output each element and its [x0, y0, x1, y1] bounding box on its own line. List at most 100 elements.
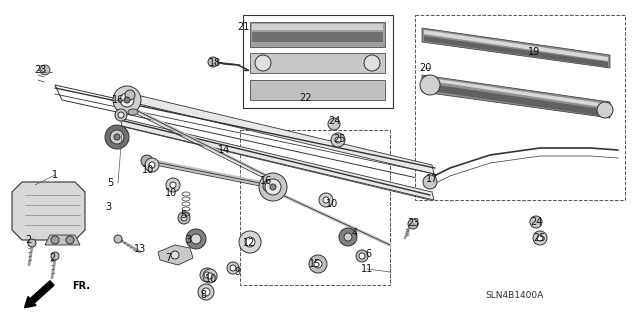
Circle shape [597, 102, 613, 118]
Circle shape [530, 216, 542, 228]
Circle shape [339, 228, 357, 246]
Circle shape [204, 272, 210, 278]
Circle shape [141, 155, 153, 167]
Circle shape [328, 118, 340, 130]
Circle shape [335, 137, 341, 143]
Circle shape [171, 251, 179, 259]
Polygon shape [120, 91, 434, 174]
Text: 17: 17 [426, 174, 438, 184]
Polygon shape [250, 80, 385, 100]
Text: 18: 18 [209, 58, 221, 68]
Circle shape [263, 180, 275, 192]
Circle shape [314, 260, 322, 268]
Text: 24: 24 [328, 116, 340, 126]
Text: 5: 5 [107, 178, 113, 188]
Circle shape [198, 284, 214, 300]
Text: 24: 24 [530, 217, 542, 227]
Circle shape [245, 237, 255, 247]
Text: 11: 11 [361, 264, 373, 274]
Text: 4: 4 [352, 228, 358, 238]
Circle shape [200, 268, 214, 282]
Text: 14: 14 [218, 145, 230, 155]
Circle shape [113, 86, 141, 114]
Text: 23: 23 [34, 65, 46, 75]
Text: 8: 8 [200, 290, 206, 300]
Circle shape [344, 233, 352, 241]
Polygon shape [422, 28, 610, 68]
Text: 25: 25 [333, 134, 345, 144]
Circle shape [309, 255, 327, 273]
Text: 10: 10 [205, 274, 217, 284]
Circle shape [230, 265, 236, 271]
Circle shape [181, 215, 187, 221]
Polygon shape [424, 83, 608, 117]
Circle shape [537, 235, 543, 241]
Text: 16: 16 [112, 95, 124, 105]
Circle shape [110, 130, 124, 144]
Text: 6: 6 [365, 249, 371, 259]
Circle shape [186, 229, 206, 249]
Text: 12: 12 [243, 238, 255, 248]
Text: 13: 13 [134, 244, 146, 254]
Circle shape [115, 109, 127, 121]
Circle shape [149, 162, 155, 168]
Circle shape [114, 235, 122, 243]
Circle shape [40, 65, 50, 75]
Circle shape [259, 173, 287, 201]
Text: 20: 20 [419, 63, 431, 73]
Text: 15: 15 [309, 259, 321, 269]
Text: 10: 10 [326, 199, 338, 209]
Circle shape [265, 179, 281, 195]
Polygon shape [158, 245, 193, 265]
Circle shape [420, 75, 440, 95]
Circle shape [120, 93, 134, 107]
Text: 10: 10 [165, 188, 177, 198]
Polygon shape [415, 15, 625, 200]
Text: 1: 1 [52, 170, 58, 180]
Polygon shape [252, 24, 383, 30]
Circle shape [145, 158, 159, 172]
Circle shape [356, 250, 368, 262]
Polygon shape [12, 182, 85, 240]
Circle shape [319, 193, 333, 207]
Text: 10: 10 [142, 165, 154, 175]
Circle shape [51, 252, 59, 260]
Circle shape [323, 197, 329, 203]
Circle shape [202, 288, 210, 296]
Circle shape [203, 269, 217, 283]
Ellipse shape [128, 109, 138, 115]
Polygon shape [252, 32, 383, 42]
Circle shape [118, 112, 124, 118]
Polygon shape [424, 36, 608, 67]
Circle shape [191, 234, 201, 244]
Polygon shape [55, 85, 440, 183]
Circle shape [227, 262, 239, 274]
FancyArrow shape [24, 281, 54, 308]
Polygon shape [243, 15, 393, 108]
Circle shape [124, 97, 130, 103]
Circle shape [359, 253, 365, 259]
Circle shape [533, 231, 547, 245]
Circle shape [408, 219, 418, 229]
Polygon shape [424, 30, 608, 61]
Text: 2: 2 [25, 235, 31, 245]
Circle shape [170, 182, 176, 188]
Polygon shape [422, 75, 610, 118]
Circle shape [364, 55, 380, 71]
Circle shape [51, 236, 59, 244]
Text: 9: 9 [234, 267, 240, 277]
Circle shape [125, 90, 135, 100]
Text: 19: 19 [528, 47, 540, 57]
Text: 25: 25 [534, 233, 547, 243]
Circle shape [178, 212, 190, 224]
Polygon shape [45, 235, 80, 245]
Text: 5: 5 [180, 210, 186, 220]
Circle shape [105, 125, 129, 149]
Polygon shape [120, 118, 434, 200]
Text: 16: 16 [260, 176, 272, 186]
Text: SLN4B1400A: SLN4B1400A [486, 291, 544, 300]
Text: 3: 3 [105, 202, 111, 212]
Circle shape [331, 133, 345, 147]
Circle shape [255, 55, 271, 71]
Circle shape [423, 175, 437, 189]
